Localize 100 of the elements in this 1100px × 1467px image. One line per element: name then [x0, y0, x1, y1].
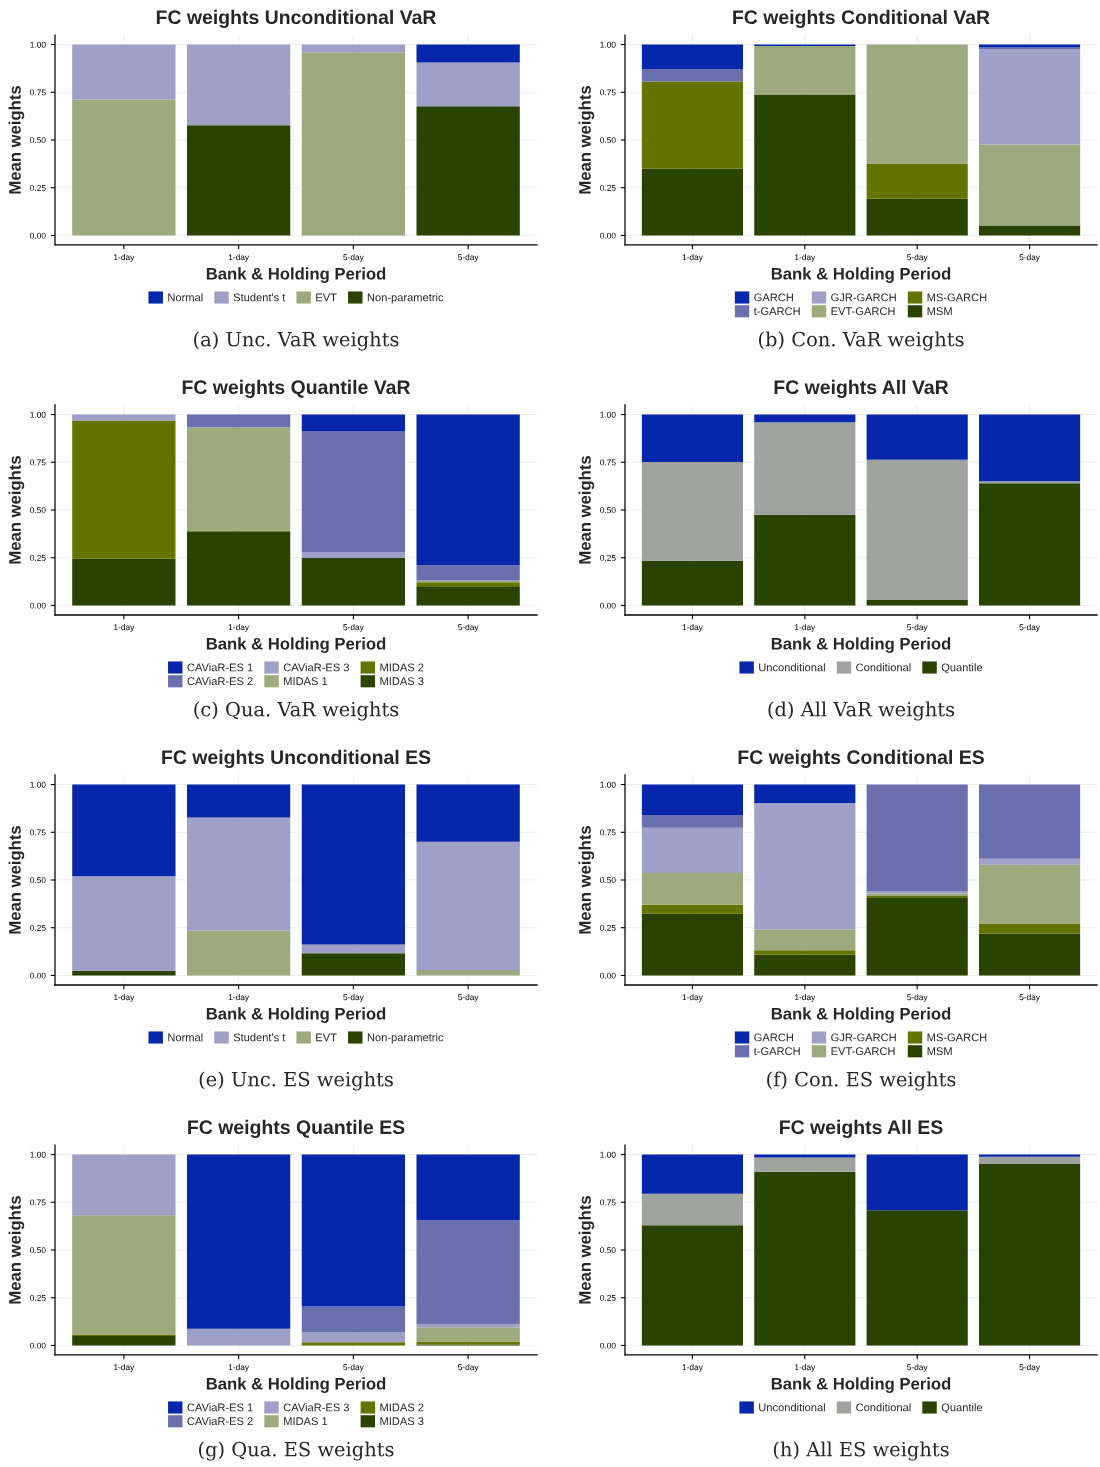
- x-tick-label: 1-day: [114, 1364, 135, 1372]
- bar: [979, 923, 1081, 934]
- bar: [301, 953, 406, 976]
- bar: [416, 1154, 520, 1221]
- chart-title: FC weights Conditional ES: [738, 749, 984, 769]
- x-tick-label: 5-day: [343, 994, 364, 1002]
- y-tick-label: 0.00: [600, 232, 616, 239]
- bar: [866, 198, 968, 236]
- bar: [416, 582, 520, 587]
- bar: [416, 784, 520, 842]
- legend-label: EVT-GARCH: [831, 1047, 895, 1056]
- y-tick-label: 0.75: [600, 1199, 616, 1206]
- x-tick-label: 1-day: [682, 994, 703, 1002]
- bar: [754, 803, 856, 930]
- x-tick-label: 1-day: [114, 994, 135, 1002]
- bar: [979, 144, 1081, 226]
- y-tick-label: 0.25: [600, 1294, 616, 1301]
- bar: [641, 414, 743, 462]
- y-tick-label: 1.00: [30, 1151, 46, 1158]
- bar: [416, 414, 520, 566]
- legend-label: Student's t: [233, 1033, 286, 1042]
- y-tick-label: 1.00: [600, 1151, 616, 1158]
- legend-label: MIDAS 3: [380, 677, 424, 686]
- legend-label: t-GARCH: [753, 1047, 800, 1056]
- chart-title: FC weights Conditional VaR: [733, 9, 990, 29]
- y-tick-label: 0.50: [600, 507, 616, 514]
- x-tick-label: 1-day: [682, 624, 703, 632]
- legend-label: CAViaR-ES 1: [187, 663, 253, 672]
- y-tick-label: 0.50: [600, 137, 616, 144]
- text: (h) All ES weights: [773, 1441, 949, 1461]
- bar: [301, 1342, 406, 1346]
- y-tick-label: 0.25: [30, 554, 46, 561]
- bar: [301, 1332, 406, 1343]
- bar: [866, 784, 968, 892]
- legend-label: EVT: [316, 293, 337, 302]
- x-tick-label: 1-day: [682, 1364, 703, 1372]
- bar: [641, 904, 743, 914]
- x-tick-label: 5-day: [907, 994, 928, 1002]
- y-tick-label: 0.50: [600, 1247, 616, 1254]
- legend-label: GARCH: [754, 293, 793, 302]
- x-axis-title: Bank & Holding Period: [771, 1007, 951, 1023]
- legend-label: GARCH: [754, 1033, 793, 1042]
- legend-label: CAViaR-ES 2: [187, 1416, 253, 1426]
- x-tick-label: 1-day: [795, 994, 816, 1002]
- bar: [866, 414, 968, 460]
- y-tick-label: 0.75: [600, 459, 616, 466]
- y-tick-label: 0.25: [600, 554, 616, 561]
- bar: [754, 414, 856, 423]
- y-tick-label: 0.00: [600, 602, 616, 609]
- bar: [186, 427, 291, 532]
- chart-title: FC weights Quantile ES: [188, 1119, 405, 1139]
- bar: [866, 163, 968, 199]
- x-tick-label: 5-day: [458, 624, 479, 632]
- bar: [301, 52, 406, 236]
- legend-label: GJR-GARCH: [831, 1033, 896, 1042]
- bar: [641, 68, 743, 82]
- y-tick-label: 0.50: [30, 137, 46, 144]
- x-tick-label: 5-day: [1019, 624, 1040, 632]
- bar: [301, 552, 406, 558]
- x-tick-label: 5-day: [907, 254, 928, 262]
- bar: [416, 586, 520, 606]
- x-axis-title: Bank & Holding Period: [771, 1377, 951, 1393]
- x-tick-label: 1-day: [114, 624, 135, 632]
- x-axis-title: Bank & Holding Period: [206, 1007, 386, 1023]
- bar: [979, 1164, 1081, 1346]
- bar: [72, 1154, 176, 1216]
- bar: [301, 557, 406, 606]
- bar: [186, 1328, 291, 1346]
- x-tick-label: 5-day: [458, 254, 479, 262]
- legend-label: MS-GARCH: [927, 293, 987, 302]
- y-tick-label: 1.00: [600, 781, 616, 788]
- bar: [754, 514, 856, 606]
- bar: [754, 422, 856, 515]
- bar: [979, 933, 1081, 976]
- legend-label: EVT: [316, 1033, 337, 1042]
- legend-label: Normal: [168, 293, 203, 302]
- bar: [866, 897, 968, 976]
- y-tick-label: 0.75: [30, 1199, 46, 1206]
- x-axis-title: Bank & Holding Period: [771, 267, 951, 283]
- x-tick-label: 5-day: [458, 1364, 479, 1372]
- x-tick-label: 5-day: [1019, 254, 1040, 262]
- bar: [866, 1154, 968, 1211]
- bar: [416, 565, 520, 581]
- x-tick-label: 5-day: [343, 624, 364, 632]
- bar: [416, 841, 520, 970]
- y-axis-title: Mean weights: [8, 86, 25, 194]
- bar: [754, 954, 856, 976]
- x-axis-title: Bank & Holding Period: [771, 637, 951, 653]
- bar: [754, 1154, 856, 1158]
- y-tick-label: 0.00: [600, 972, 616, 979]
- x-tick-label: 1-day: [795, 624, 816, 632]
- bar: [416, 969, 520, 976]
- y-tick-label: 1.00: [30, 411, 46, 418]
- legend-label: CAViaR-ES 3: [283, 663, 350, 672]
- y-axis-title: Mean weights: [578, 826, 595, 934]
- bar: [979, 1156, 1081, 1165]
- bar: [186, 784, 291, 818]
- legend-label: MSM: [927, 307, 952, 316]
- x-axis-title: Bank & Holding Period: [206, 1377, 386, 1393]
- bar: [72, 44, 176, 100]
